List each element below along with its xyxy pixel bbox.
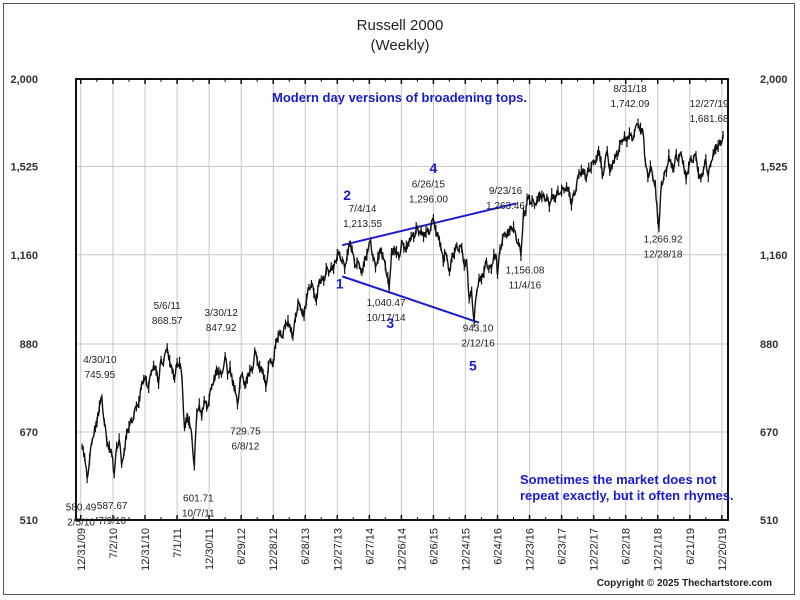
x-tick-label: 7/1/11 (172, 528, 184, 558)
wave-label-2: 2 (343, 187, 351, 203)
y-tick-label-right: 510 (760, 515, 778, 527)
y-tick-label-right: 2,000 (760, 74, 788, 86)
annotation-high-2010-04: 4/30/10 (83, 355, 117, 366)
trendlines (341, 202, 517, 324)
annotation-high-2018-08: 8/31/18 (613, 84, 647, 95)
y-tick-label-left: 510 (20, 515, 38, 527)
x-tick-label: 12/20/19 (717, 528, 729, 571)
upper-broadening-line (341, 202, 517, 247)
annotation-high-2014-07: 1,213.55 (343, 219, 382, 230)
annotation-low-2010-07: 587.67 (97, 501, 128, 512)
gridlines (76, 79, 728, 520)
annotation-high-2012-03: 847.92 (206, 323, 237, 334)
annotation-high-2011-05: 5/6/11 (154, 301, 181, 312)
y-axis: 2,000 2,000 1,525 1,525 1,160 1,160 880 880 670 6… (10, 74, 787, 527)
annotations: 580.49 2/5/10 4/30/10 745.95 587.67 7/9/10 5/6… (66, 84, 729, 528)
x-tick-label: 12/23/16 (525, 528, 537, 571)
note-broadening-tops: Modern day versions of broadening tops. (272, 90, 527, 105)
annotation-low-2016-02: 2/12/16 (461, 338, 495, 349)
chart-subtitle: (Weekly) (371, 37, 430, 54)
annotation-low-2018-12: 1,266.92 (644, 235, 683, 246)
lower-broadening-line (341, 275, 480, 324)
annotation-low-2016-02: 943.10 (463, 323, 494, 334)
wave-labels: 1 2 3 4 5 (336, 160, 477, 374)
annotation-low-2011-10: 601.71 (183, 494, 214, 505)
annotation-low-2010-02: 2/5/10 (67, 518, 95, 529)
annotation-last-2019-12: 1,681.68 (690, 114, 729, 125)
annotation-low-2018-12: 12/28/18 (644, 250, 683, 261)
annotation-high-2014-07: 7/4/14 (349, 204, 377, 215)
y-tick-label-right: 670 (760, 427, 778, 439)
x-tick-label: 12/24/15 (460, 528, 472, 571)
x-tick-label: 12/27/13 (332, 528, 344, 571)
price-line (82, 122, 724, 479)
annotation-low-2012-06: 729.75 (230, 426, 261, 437)
annotation-low-2016-11: 11/4/16 (509, 280, 542, 291)
annotation-high-2015-06: 1,296.00 (409, 194, 448, 205)
x-tick-label: 12/28/12 (268, 528, 280, 571)
y-tick-label-right: 880 (760, 339, 778, 351)
annotation-high-2011-05: 868.57 (152, 316, 183, 327)
chart-frame (3, 3, 795, 595)
annotation-high-2018-08: 1,742.09 (611, 99, 650, 110)
annotation-high-2015-06: 6/26/15 (412, 179, 446, 190)
annotation-low-2014-10: 10/17/14 (367, 313, 406, 324)
annotation-last-2019-12: 12/27/19 (690, 99, 729, 110)
y-tick-label-right: 1,525 (760, 162, 788, 174)
annotation-low-2010-07: 7/9/10 (98, 516, 126, 527)
note-rhymes-line2: repeat exactly, but it often rhymes. (520, 488, 734, 503)
y-tick-label-left: 2,000 (10, 74, 38, 86)
y-tick-label-left: 1,160 (10, 250, 38, 262)
annotation-high-2012-03: 3/30/12 (204, 308, 238, 319)
x-tick-label: 6/21/19 (685, 528, 697, 565)
x-tick-label: 12/22/17 (589, 528, 601, 571)
x-tick-label: 6/23/17 (557, 528, 569, 565)
note-rhymes-line1: Sometimes the market does not (520, 472, 717, 487)
y-tick-label-left: 880 (20, 339, 38, 351)
x-tick-label: 12/26/14 (396, 528, 408, 571)
wave-label-5: 5 (469, 358, 477, 374)
wave-label-1: 1 (336, 275, 344, 291)
x-tick-label: 6/28/13 (300, 528, 312, 565)
annotation-level-2016-09: 1,263.46 (486, 201, 525, 212)
annotation-low-2011-10: 10/7/11 (182, 509, 215, 520)
x-tick-label: 12/31/10 (140, 528, 152, 571)
y-tick-label-left: 670 (20, 427, 38, 439)
annotation-low-2016-11: 1,156.08 (505, 265, 544, 276)
x-axis: 12/31/09 7/2/10 12/31/10 7/1/11 12/30/11 6/29… (76, 79, 729, 571)
y-tick-label-left: 1,525 (10, 162, 38, 174)
copyright: Copyright © 2025 Thechartstore.com (597, 578, 772, 589)
x-tick-label: 6/29/12 (236, 528, 248, 565)
annotation-high-2010-04: 745.95 (85, 370, 116, 381)
x-tick-label: 6/27/14 (364, 528, 376, 565)
x-tick-label: 6/26/15 (428, 528, 440, 565)
annotation-low-2014-10: 1,040.47 (367, 298, 406, 309)
wave-label-3: 3 (386, 315, 394, 331)
annotation-level-2016-09: 9/23/16 (489, 186, 523, 197)
chart-title: Russell 2000 (357, 17, 444, 34)
annotation-low-2010-02: 580.49 (66, 503, 97, 514)
x-tick-label: 7/2/10 (108, 528, 120, 559)
x-tick-label: 12/31/09 (76, 528, 88, 571)
x-tick-label: 12/21/18 (653, 528, 665, 571)
price-series (81, 118, 724, 484)
y-tick-label-right: 1,160 (760, 250, 788, 262)
x-tick-label: 6/22/18 (621, 528, 633, 565)
wave-label-4: 4 (430, 160, 438, 176)
x-tick-label: 6/24/16 (493, 528, 505, 565)
annotation-low-2012-06: 6/8/12 (232, 441, 260, 452)
x-tick-label: 12/30/11 (204, 528, 216, 570)
